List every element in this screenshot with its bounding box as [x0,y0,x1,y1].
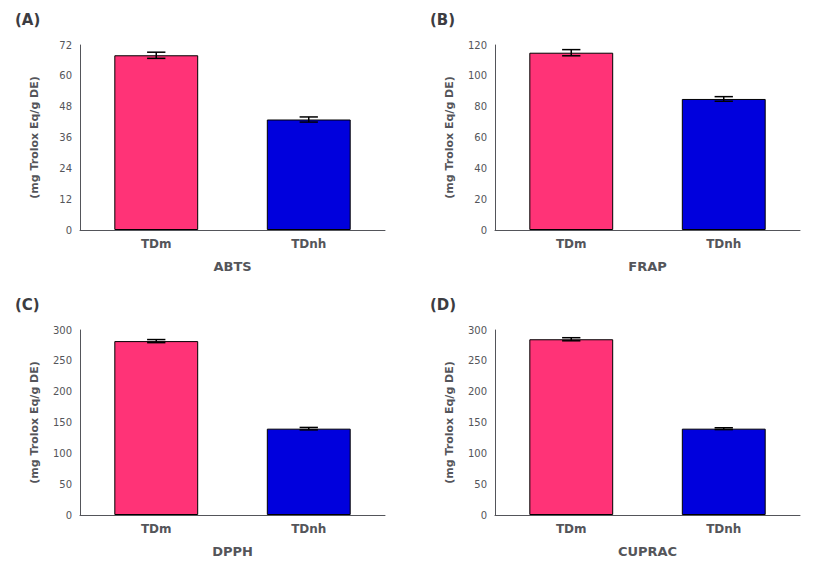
svg-text:200: 200 [53,386,72,397]
svg-text:100: 100 [468,448,487,459]
svg-text:0: 0 [66,510,72,521]
svg-text:ABTS: ABTS [213,259,251,274]
svg-text:120: 120 [468,40,487,51]
svg-text:48: 48 [59,101,72,112]
svg-text:72: 72 [59,40,72,51]
svg-text:50: 50 [474,479,487,490]
svg-text:24: 24 [59,163,72,174]
svg-text:40: 40 [474,163,487,174]
svg-text:300: 300 [53,325,72,336]
svg-text:TDnh: TDnh [291,237,326,251]
svg-text:(mg Trolox Eq/g DE): (mg Trolox Eq/g DE) [28,76,41,199]
svg-text:150: 150 [468,417,487,428]
svg-text:(mg Trolox Eq/g DE): (mg Trolox Eq/g DE) [28,361,41,484]
svg-text:80: 80 [474,101,487,112]
svg-text:(C): (C) [15,296,40,314]
svg-text:TDnh: TDnh [291,522,326,536]
svg-text:(A): (A) [15,11,40,29]
svg-text:CUPRAC: CUPRAC [618,544,677,559]
svg-text:250: 250 [53,355,72,366]
svg-text:200: 200 [468,386,487,397]
svg-text:0: 0 [481,225,487,236]
svg-text:100: 100 [468,70,487,81]
svg-text:0: 0 [481,510,487,521]
svg-text:DPPH: DPPH [212,544,253,559]
svg-text:100: 100 [53,448,72,459]
svg-text:TDnh: TDnh [706,237,741,251]
svg-text:20: 20 [474,194,487,205]
svg-text:300: 300 [468,325,487,336]
svg-text:(mg Trolox Eq/g DE): (mg Trolox Eq/g DE) [443,76,456,199]
svg-text:150: 150 [53,417,72,428]
svg-text:TDm: TDm [141,522,172,536]
svg-text:FRAP: FRAP [628,259,666,274]
svg-text:60: 60 [59,70,72,81]
svg-text:(D): (D) [430,296,456,314]
svg-text:250: 250 [468,355,487,366]
svg-text:TDnh: TDnh [706,522,741,536]
svg-text:(mg Trolox Eq/g DE): (mg Trolox Eq/g DE) [443,361,456,484]
svg-text:60: 60 [474,132,487,143]
svg-text:12: 12 [59,194,72,205]
svg-text:TDm: TDm [556,237,587,251]
svg-text:TDm: TDm [141,237,172,251]
svg-text:TDm: TDm [556,522,587,536]
svg-text:0: 0 [66,225,72,236]
svg-text:36: 36 [59,132,72,143]
svg-text:(B): (B) [430,11,455,29]
svg-text:50: 50 [59,479,72,490]
